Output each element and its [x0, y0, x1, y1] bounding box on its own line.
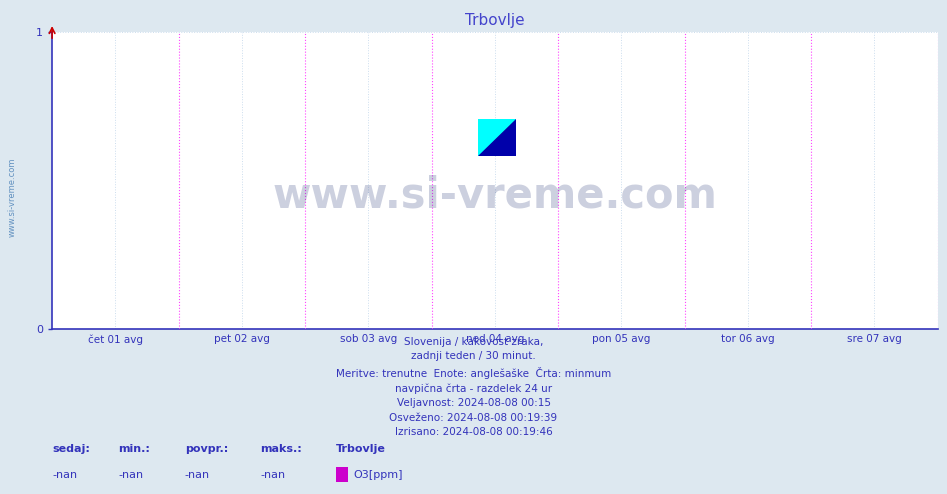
- Title: Trbovlje: Trbovlje: [465, 13, 525, 28]
- Text: www.si-vreme.com: www.si-vreme.com: [273, 174, 717, 216]
- Text: -nan: -nan: [185, 470, 210, 480]
- Polygon shape: [478, 119, 516, 156]
- Text: -nan: -nan: [260, 470, 286, 480]
- Text: www.si-vreme.com: www.si-vreme.com: [8, 158, 17, 237]
- Text: -nan: -nan: [118, 470, 144, 480]
- Text: -nan: -nan: [52, 470, 78, 480]
- Text: sedaj:: sedaj:: [52, 444, 90, 454]
- Text: povpr.:: povpr.:: [185, 444, 228, 454]
- Text: maks.:: maks.:: [260, 444, 302, 454]
- Text: min.:: min.:: [118, 444, 151, 454]
- Text: O3[ppm]: O3[ppm]: [353, 470, 402, 480]
- Polygon shape: [478, 119, 516, 156]
- Polygon shape: [478, 119, 516, 156]
- Text: Slovenija / kakovost zraka,
zadnji teden / 30 minut.
Meritve: trenutne  Enote: a: Slovenija / kakovost zraka, zadnji teden…: [336, 337, 611, 437]
- Text: Trbovlje: Trbovlje: [336, 444, 386, 454]
